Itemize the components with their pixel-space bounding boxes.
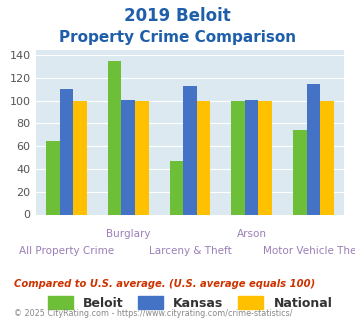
Bar — [245, 100, 258, 214]
Bar — [293, 130, 307, 214]
Bar — [197, 101, 210, 214]
Bar — [307, 83, 320, 214]
Bar — [46, 141, 60, 214]
Bar — [231, 101, 245, 214]
Text: Burglary: Burglary — [106, 229, 151, 239]
Bar — [73, 101, 87, 214]
Text: All Property Crime: All Property Crime — [19, 246, 114, 256]
Bar — [258, 101, 272, 214]
Bar — [183, 86, 197, 214]
Bar — [135, 101, 148, 214]
Bar — [108, 61, 121, 214]
Bar — [170, 161, 183, 214]
Text: Property Crime Comparison: Property Crime Comparison — [59, 30, 296, 45]
Legend: Beloit, Kansas, National: Beloit, Kansas, National — [41, 290, 339, 316]
Text: Motor Vehicle Theft: Motor Vehicle Theft — [263, 246, 355, 256]
Bar — [121, 100, 135, 214]
Text: Larceny & Theft: Larceny & Theft — [148, 246, 231, 256]
Bar — [60, 89, 73, 214]
Text: Arson: Arson — [237, 229, 267, 239]
Text: © 2025 CityRating.com - https://www.cityrating.com/crime-statistics/: © 2025 CityRating.com - https://www.city… — [14, 309, 293, 317]
Bar — [320, 101, 334, 214]
Text: 2019 Beloit: 2019 Beloit — [124, 7, 231, 25]
Text: Compared to U.S. average. (U.S. average equals 100): Compared to U.S. average. (U.S. average … — [14, 279, 316, 289]
